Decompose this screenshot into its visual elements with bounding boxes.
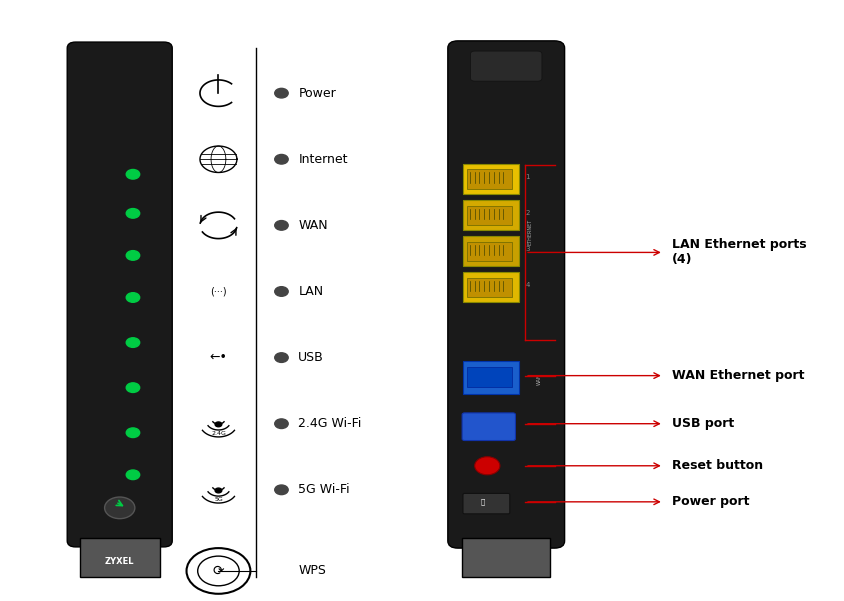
Circle shape — [275, 353, 288, 362]
FancyBboxPatch shape — [463, 236, 519, 266]
FancyBboxPatch shape — [448, 41, 565, 548]
Text: WPS: WPS — [298, 564, 326, 578]
Text: ETHERNET: ETHERNET — [528, 218, 533, 245]
FancyBboxPatch shape — [470, 51, 542, 81]
Circle shape — [105, 497, 135, 519]
Circle shape — [275, 485, 288, 495]
Circle shape — [275, 419, 288, 429]
Circle shape — [127, 338, 140, 347]
Text: 4: 4 — [526, 282, 530, 288]
Circle shape — [215, 422, 222, 427]
Text: 5G Wi-Fi: 5G Wi-Fi — [298, 483, 350, 496]
Text: 1: 1 — [526, 174, 530, 180]
Circle shape — [127, 383, 140, 392]
Circle shape — [275, 287, 288, 296]
Text: 2: 2 — [526, 210, 530, 216]
Text: 3: 3 — [526, 246, 530, 252]
FancyBboxPatch shape — [463, 361, 519, 394]
Text: USB port: USB port — [672, 417, 734, 430]
Text: ←•: ←• — [209, 351, 227, 364]
Circle shape — [127, 470, 140, 480]
FancyBboxPatch shape — [463, 413, 516, 441]
Text: 5G: 5G — [214, 497, 223, 502]
Circle shape — [275, 88, 288, 98]
FancyBboxPatch shape — [463, 493, 510, 514]
Text: USB: USB — [298, 351, 324, 364]
Circle shape — [474, 457, 500, 475]
FancyBboxPatch shape — [467, 206, 512, 225]
Text: LAN: LAN — [298, 285, 323, 298]
Text: WAN Ethernet port: WAN Ethernet port — [672, 369, 804, 382]
FancyBboxPatch shape — [68, 42, 172, 547]
Circle shape — [215, 488, 222, 493]
Circle shape — [127, 293, 140, 302]
Circle shape — [127, 209, 140, 218]
Text: ⟳: ⟳ — [213, 564, 225, 578]
Circle shape — [275, 154, 288, 164]
Text: (···): (···) — [210, 287, 227, 296]
FancyBboxPatch shape — [463, 200, 519, 230]
FancyBboxPatch shape — [467, 242, 512, 261]
Circle shape — [127, 251, 140, 260]
FancyBboxPatch shape — [467, 278, 512, 297]
Text: Reset button: Reset button — [672, 459, 763, 472]
Text: LAN Ethernet ports
(4): LAN Ethernet ports (4) — [672, 239, 807, 266]
Text: ZYXEL: ZYXEL — [105, 558, 134, 566]
Text: 2.4G: 2.4G — [211, 431, 226, 436]
Circle shape — [275, 221, 288, 230]
Text: ⏻: ⏻ — [481, 499, 485, 505]
FancyBboxPatch shape — [463, 164, 519, 194]
FancyBboxPatch shape — [467, 367, 512, 387]
Bar — [80, 538, 160, 577]
Text: Power: Power — [298, 87, 336, 100]
Text: Power port: Power port — [672, 495, 749, 508]
Circle shape — [127, 169, 140, 179]
Circle shape — [127, 428, 140, 438]
Bar — [463, 538, 550, 577]
Text: Internet: Internet — [298, 153, 348, 166]
Text: WAN: WAN — [298, 219, 328, 232]
FancyBboxPatch shape — [463, 272, 519, 302]
FancyBboxPatch shape — [467, 169, 512, 189]
Text: 2.4G Wi-Fi: 2.4G Wi-Fi — [298, 417, 361, 430]
Text: WAN: WAN — [537, 373, 542, 385]
